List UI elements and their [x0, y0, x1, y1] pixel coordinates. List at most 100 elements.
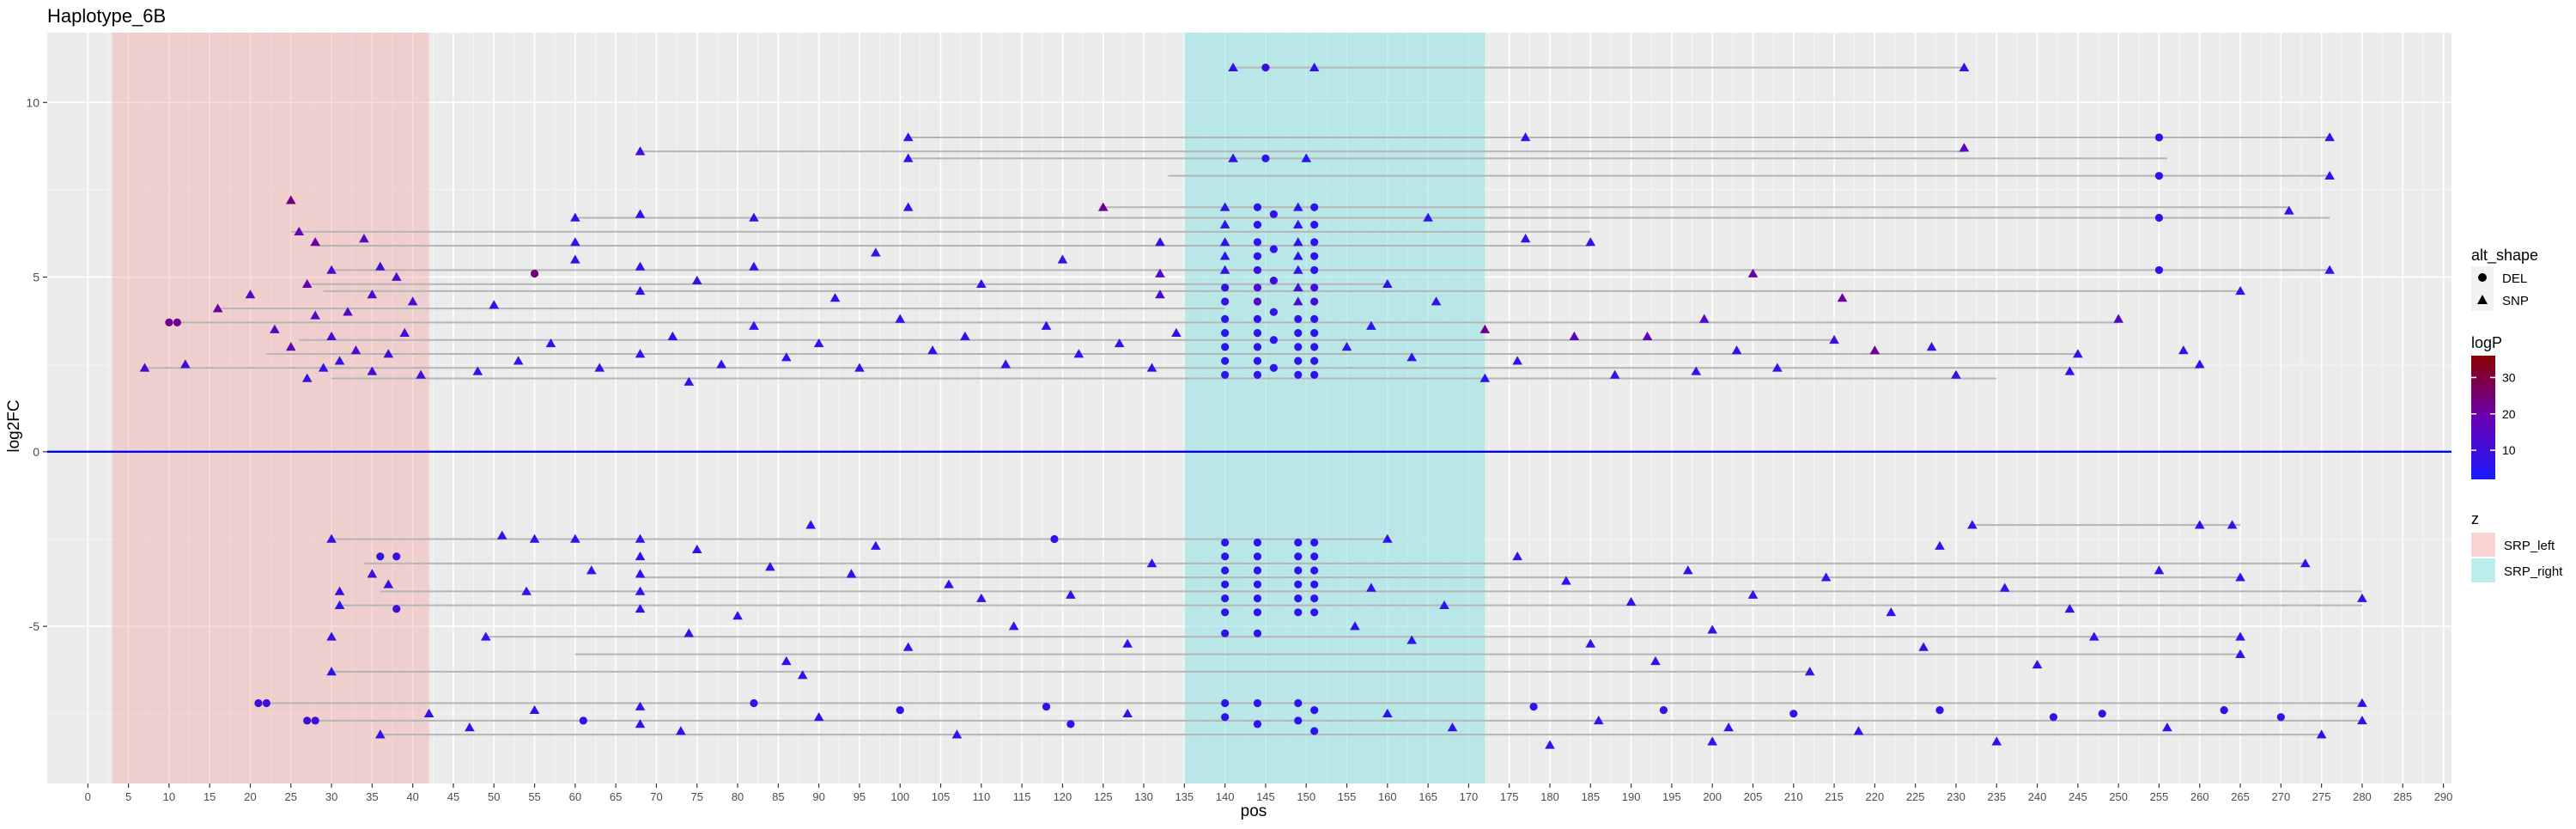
x-tick-label: 45 [447, 790, 459, 803]
data-point-del [1269, 277, 1278, 285]
data-point-del [1294, 357, 1303, 365]
x-tick-label: 230 [1947, 790, 1965, 803]
data-point-snp [1406, 352, 1417, 362]
data-point-del [1221, 629, 1230, 637]
data-point-del [1269, 210, 1278, 218]
data-point-snp [854, 363, 865, 372]
data-point-snp [570, 533, 580, 543]
data-point-snp [2357, 698, 2367, 707]
data-point-snp [212, 303, 223, 313]
x-axis-label: pos [1241, 802, 1267, 820]
data-point-del [1294, 343, 1303, 351]
data-point-snp [1999, 582, 2010, 592]
data-point-snp [1683, 565, 1693, 575]
data-point-del [262, 698, 271, 708]
data-point-snp [2032, 659, 2043, 669]
data-point-del [1221, 552, 1230, 561]
data-point-del [2154, 213, 2164, 222]
data-point-snp [846, 569, 857, 578]
data-point-snp [691, 544, 702, 553]
data-point-del [1253, 283, 1262, 292]
data-point-snp [375, 261, 386, 271]
x-tick-label: 155 [1338, 790, 1357, 803]
data-point-snp [2357, 593, 2367, 602]
data-point-snp [1447, 722, 1458, 732]
data-point-snp [570, 212, 580, 222]
data-point-snp [1991, 736, 2002, 746]
data-point-del [1221, 698, 1230, 708]
data-point-del [1253, 265, 1262, 275]
data-point-del [2276, 713, 2285, 722]
x-tick-label: 25 [285, 790, 297, 803]
data-point-snp [1122, 708, 1133, 718]
x-tick-label: 75 [691, 790, 703, 803]
data-point-del [2154, 265, 2164, 275]
data-point-snp [960, 331, 970, 341]
data-point-del [1310, 552, 1319, 561]
data-point-snp [1155, 268, 1165, 277]
data-point-snp [635, 533, 646, 543]
data-point-snp [1747, 268, 1759, 277]
data-point-snp [1691, 366, 1702, 375]
x-tick-label: 180 [1540, 790, 1559, 803]
data-point-snp [2178, 345, 2189, 355]
data-point-del [1310, 580, 1319, 588]
data-point-del [2154, 172, 2164, 180]
data-point-snp [1423, 212, 1433, 222]
data-point-snp [1593, 716, 1604, 725]
data-point-snp [334, 600, 345, 610]
legend-fill: z SRP_left SRP_right [2471, 510, 2563, 582]
x-tick-label: 30 [325, 790, 337, 803]
data-point-del [1294, 594, 1303, 603]
data-point-snp [871, 540, 881, 550]
data-point-del [750, 698, 758, 708]
data-point-snp [326, 331, 337, 341]
legend-swatch-srp-left [2471, 533, 2495, 557]
data-point-snp [245, 290, 256, 299]
data-point-snp [2324, 265, 2335, 274]
data-point-snp [635, 701, 646, 710]
data-point-del [1221, 357, 1230, 365]
data-point-snp [1829, 334, 1839, 344]
data-point-snp [2357, 716, 2367, 725]
data-point-snp [465, 722, 475, 732]
data-point-snp [594, 363, 605, 372]
data-point-snp [318, 363, 329, 372]
data-point-del [1310, 566, 1319, 575]
data-point-del [1310, 538, 1319, 547]
data-point-snp [765, 562, 775, 571]
data-point-del [1253, 220, 1262, 229]
data-point-del [1253, 720, 1262, 728]
data-point-del [1310, 220, 1319, 229]
legend-shape-title: alt_shape [2471, 247, 2538, 265]
data-point-del [1294, 608, 1303, 617]
data-point-del [1310, 252, 1319, 260]
x-tick-label: 40 [406, 790, 418, 803]
data-point-snp [683, 628, 695, 637]
data-point-del [1310, 343, 1319, 351]
data-point-snp [976, 278, 987, 289]
data-point-snp [1520, 132, 1531, 142]
data-point-snp [1292, 237, 1303, 247]
data-point-snp [586, 565, 597, 575]
data-point-del [1221, 713, 1230, 722]
data-point-snp [326, 631, 337, 641]
data-point-snp [1837, 293, 1848, 302]
data-point-snp [2316, 729, 2327, 739]
data-point-del [1310, 297, 1319, 306]
data-point-del [1269, 245, 1278, 253]
data-point-snp [1926, 342, 1937, 351]
data-point-snp [407, 296, 418, 306]
x-tick-label: 150 [1297, 790, 1315, 803]
data-point-snp [1366, 582, 1376, 592]
data-point-snp [1097, 202, 1109, 211]
data-point-snp [301, 373, 313, 382]
x-tick-label: 50 [488, 790, 500, 803]
data-point-snp [902, 202, 914, 211]
data-point-snp [1951, 369, 1961, 379]
data-point-snp [1431, 296, 1442, 306]
data-point-del [530, 269, 539, 278]
data-point-snp [310, 237, 320, 247]
data-point-snp [1292, 282, 1303, 292]
x-tick-label: 220 [1866, 790, 1885, 803]
